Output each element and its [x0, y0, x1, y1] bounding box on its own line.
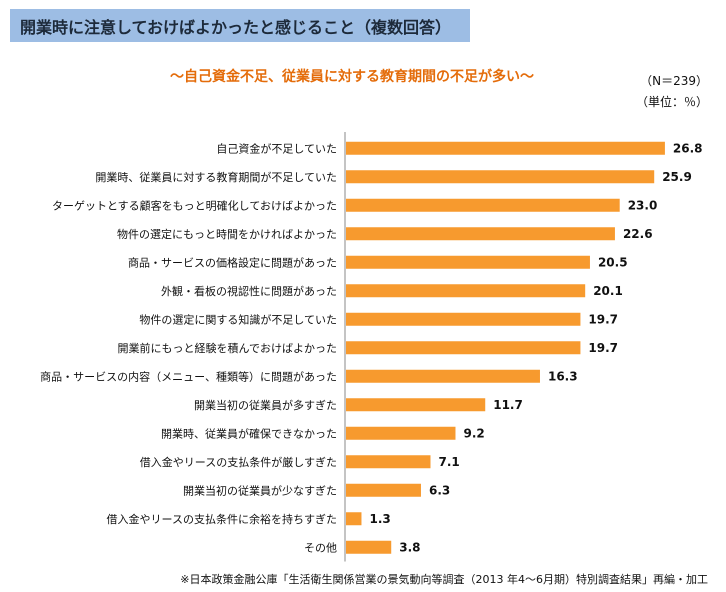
category-label: 開業時、従業員に対する教育期間が不足していた	[95, 170, 337, 184]
chart-subtitle: ～自己資金不足、従業員に対する教育期間の不足が多い～	[170, 69, 534, 85]
bar	[346, 426, 456, 440]
bar-group: 自己資金が不足していた 26.8 開業時、従業員に対する教育期間が不足していた 25.…	[40, 141, 702, 554]
data-label: 23.0	[628, 198, 658, 212]
category-label: ターゲットとする顧客をもっと明確化しておけばよかった	[52, 198, 337, 212]
data-label: 6.3	[429, 483, 450, 497]
category-label: 開業当初の従業員が少なすぎた	[183, 483, 337, 497]
bar	[346, 369, 540, 383]
bar	[346, 455, 431, 469]
data-label: 25.9	[662, 170, 692, 184]
data-label: 11.7	[493, 398, 523, 412]
data-label: 19.7	[588, 312, 618, 326]
bar	[346, 198, 620, 212]
category-label: 自己資金が不足していた	[216, 141, 337, 155]
data-label: 26.8	[673, 141, 703, 155]
chart-heading: 開業時に注意しておけばよかったと感じること（複数回答）	[20, 18, 452, 37]
header-band	[10, 9, 470, 42]
data-label: 7.1	[438, 455, 459, 469]
data-label: 22.6	[623, 227, 653, 241]
bar	[346, 170, 655, 184]
bar	[346, 255, 590, 269]
category-label: 商品・サービスの内容（メニュー、種類等）に問題があった	[40, 369, 337, 383]
category-label: 物件の選定にもっと時間をかければよかった	[117, 227, 337, 241]
data-label: 19.7	[588, 341, 618, 355]
bar	[346, 483, 421, 497]
data-label: 1.3	[369, 512, 390, 526]
category-label: 借入金やリースの支払条件に余裕を持ちすぎた	[107, 512, 337, 526]
category-label: 開業当初の従業員が多すぎた	[194, 398, 337, 412]
category-label: 借入金やリースの支払条件が厳しすぎた	[140, 455, 337, 469]
category-label: その他	[304, 541, 337, 554]
bar	[346, 398, 486, 412]
unit-label: （単位：％）	[635, 95, 708, 109]
bar	[346, 512, 362, 526]
data-label: 9.2	[463, 426, 484, 440]
category-label: 商品・サービスの価格設定に問題があった	[128, 255, 337, 269]
bar	[346, 341, 581, 355]
category-label: 開業時、従業員が確保できなかった	[161, 426, 337, 440]
bar	[346, 312, 581, 326]
bar	[346, 540, 392, 554]
bar	[346, 227, 615, 241]
data-label: 16.3	[548, 369, 578, 383]
sample-size-label: （N＝239）	[640, 74, 708, 88]
source-footnote: ※日本政策金融公庫「生活衛生関係営業の景気動向等調査（2013 年4～6月期）特…	[180, 573, 708, 586]
bar	[346, 141, 665, 155]
category-label: 開業前にもっと経験を積んでおけばよかった	[118, 341, 337, 355]
data-label: 3.8	[399, 540, 420, 554]
category-label: 外観・看板の視認性に問題があった	[161, 284, 337, 298]
data-label: 20.5	[598, 255, 628, 269]
bar	[346, 284, 586, 298]
data-label: 20.1	[593, 284, 623, 298]
category-label: 物件の選定に関する知識が不足していた	[139, 312, 337, 326]
